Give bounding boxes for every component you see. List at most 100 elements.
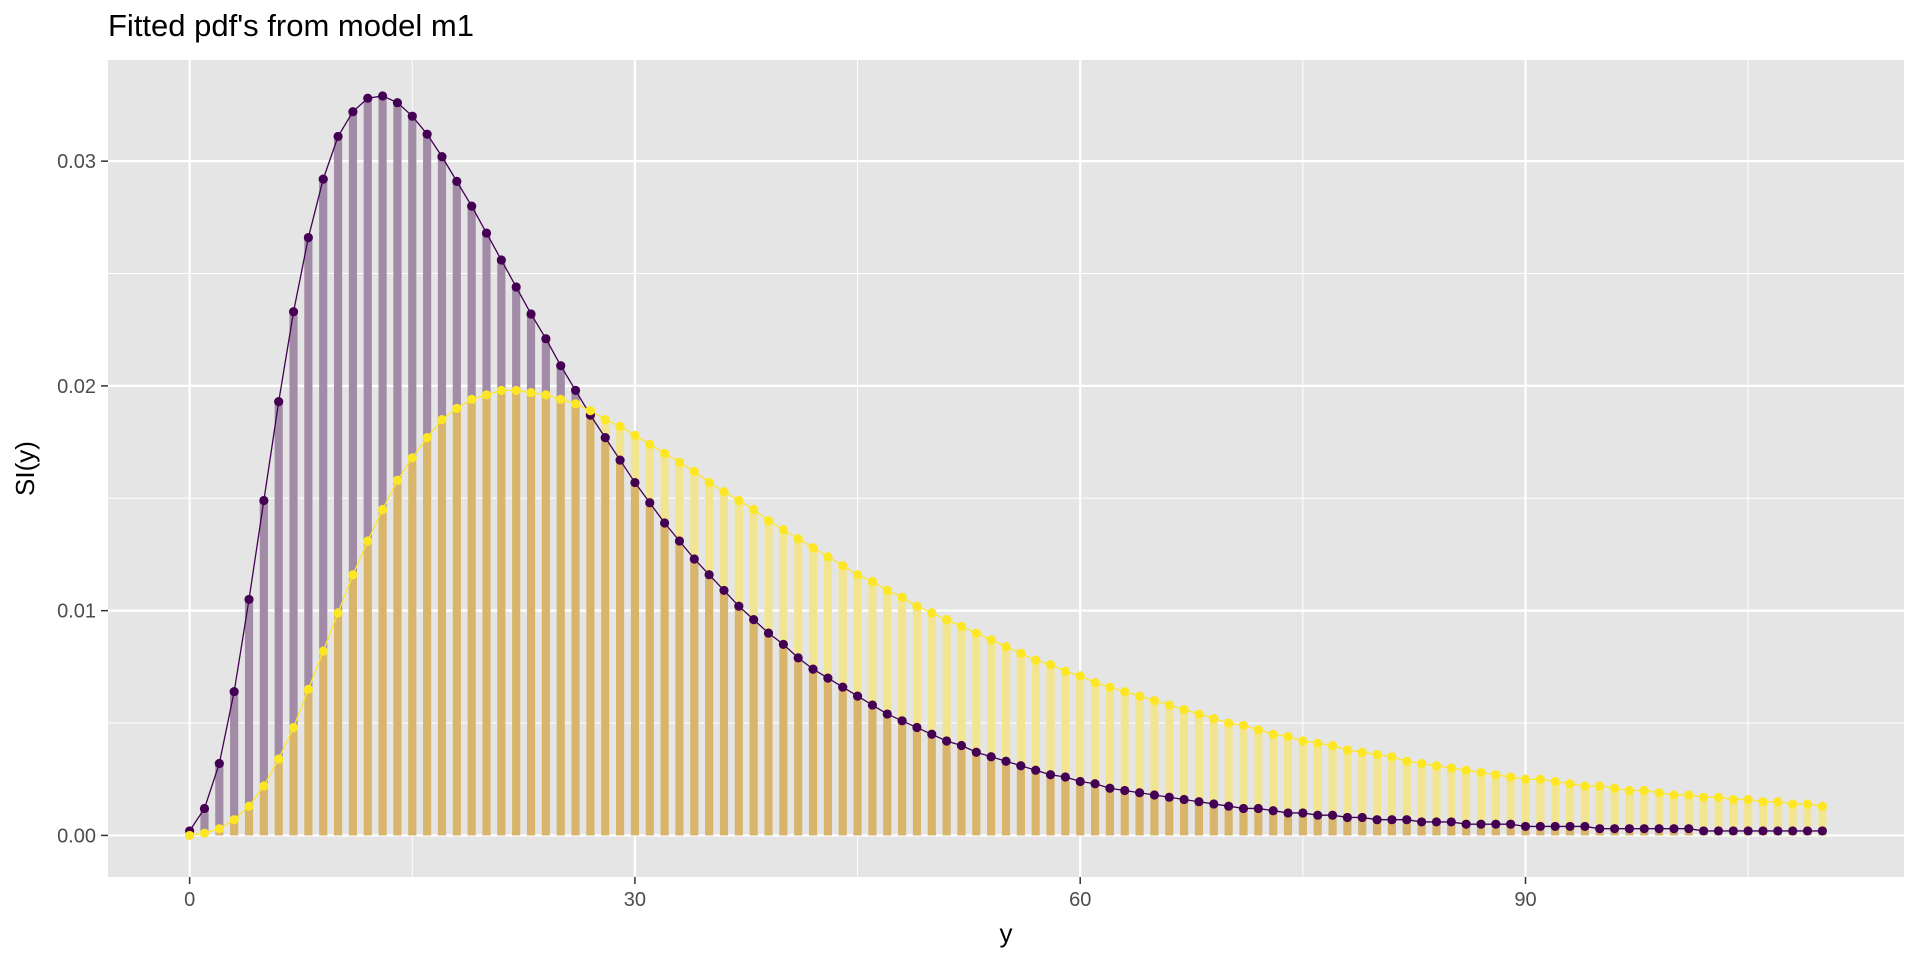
bar-series-2 xyxy=(1610,788,1619,829)
bar-overlap xyxy=(1283,812,1293,836)
series-1-point xyxy=(882,709,892,719)
bar-series-2 xyxy=(1447,767,1456,822)
series-1-point xyxy=(1342,812,1352,823)
bar-series-2 xyxy=(794,538,803,658)
series-1-point xyxy=(363,93,373,103)
series-2-point xyxy=(1134,691,1145,701)
bar-series-2 xyxy=(764,520,773,634)
series-1-point xyxy=(1728,826,1738,836)
series-2-point xyxy=(1431,761,1442,771)
bar-overlap xyxy=(779,644,788,836)
bar-series-2 xyxy=(1165,705,1174,798)
series-1-point xyxy=(956,740,967,751)
bar-overlap xyxy=(1016,765,1025,836)
bar-overlap xyxy=(259,785,268,836)
series-2-point xyxy=(1788,799,1798,809)
series-2-point xyxy=(1313,738,1323,748)
bar-series-2 xyxy=(1387,756,1396,820)
bar-overlap xyxy=(1476,824,1486,836)
bar-series-1 xyxy=(393,102,402,481)
series-2-point xyxy=(1461,765,1471,775)
bar-series-2 xyxy=(1135,696,1144,793)
bar-series-1 xyxy=(378,95,387,510)
bar-series-2 xyxy=(1046,664,1055,775)
series-1-point xyxy=(1031,765,1041,775)
bar-overlap xyxy=(1239,808,1248,836)
series-2-point xyxy=(1535,774,1545,784)
bar-overlap xyxy=(660,523,669,836)
series-1-point xyxy=(1313,810,1323,820)
series-2-point xyxy=(1595,781,1605,791)
bar-overlap xyxy=(675,540,684,836)
bar-series-2 xyxy=(808,547,818,670)
series-1-point xyxy=(1149,790,1160,800)
bar-overlap xyxy=(556,399,565,836)
bar-overlap xyxy=(1135,792,1144,836)
bar-overlap xyxy=(378,509,387,836)
bar-series-2 xyxy=(853,574,862,697)
series-2-point xyxy=(823,552,833,562)
x-tick-label: 30 xyxy=(624,889,646,911)
bar-series-1 xyxy=(571,390,580,404)
bar-series-2 xyxy=(1595,785,1604,829)
series-1-point xyxy=(422,129,432,139)
series-1-point xyxy=(1001,756,1011,766)
bar-series-2 xyxy=(1180,709,1189,800)
bar-overlap xyxy=(1417,821,1426,836)
bar-series-2 xyxy=(705,482,714,575)
bar-series-2 xyxy=(1343,750,1352,818)
bar-series-2 xyxy=(1729,799,1738,831)
bar-overlap xyxy=(541,394,550,836)
series-2-point xyxy=(927,608,937,618)
bar-overlap xyxy=(1001,761,1011,836)
series-1-point xyxy=(541,334,551,344)
bar-overlap xyxy=(690,558,699,836)
series-2-point xyxy=(392,475,403,485)
series-2-point xyxy=(778,525,788,535)
series-2-point xyxy=(1149,695,1160,706)
y-tick-label: 0.01 xyxy=(57,601,96,623)
series-2-point xyxy=(882,585,892,596)
bar-series-2 xyxy=(1269,734,1278,811)
series-2-point xyxy=(318,646,328,656)
bar-series-2 xyxy=(987,639,996,757)
series-2-point xyxy=(615,421,625,431)
series-1-point xyxy=(1120,785,1130,796)
bar-overlap xyxy=(1432,821,1441,836)
bar-overlap xyxy=(526,392,536,836)
bar-overlap xyxy=(230,819,239,836)
x-tick-label: 90 xyxy=(1514,889,1536,911)
bar-overlap xyxy=(1491,824,1500,836)
series-1-point xyxy=(867,700,878,710)
series-1-point xyxy=(1758,826,1768,836)
bar-overlap xyxy=(987,756,996,836)
bar-series-2 xyxy=(1372,754,1382,820)
bar-series-2 xyxy=(927,612,936,735)
series-2-point xyxy=(1283,731,1293,742)
series-1-point xyxy=(392,98,403,108)
series-2-point xyxy=(288,722,299,733)
series-2-point xyxy=(763,516,774,526)
series-2-point xyxy=(689,466,699,476)
series-2-point xyxy=(645,439,655,449)
y-tick-label: 0.02 xyxy=(57,376,96,398)
series-1-point xyxy=(1506,819,1516,829)
bar-overlap xyxy=(1343,817,1352,836)
bar-overlap xyxy=(616,460,625,836)
series-2-point xyxy=(496,385,506,395)
series-2-point xyxy=(1758,797,1768,807)
series-1-point xyxy=(1209,799,1219,809)
series-1-point xyxy=(407,111,417,121)
bar-series-2 xyxy=(898,597,907,721)
series-1-point xyxy=(1713,826,1724,836)
bar-series-2 xyxy=(972,633,981,753)
bar-overlap xyxy=(363,540,372,836)
series-2-point xyxy=(1684,790,1694,800)
series-1-point xyxy=(793,653,803,663)
bar-overlap xyxy=(1313,815,1322,836)
bar-series-1 xyxy=(437,156,447,420)
y-tick-label: 0.03 xyxy=(57,151,96,173)
bar-overlap xyxy=(1462,824,1471,836)
series-2-point xyxy=(1446,763,1456,773)
bar-series-1 xyxy=(512,287,521,391)
